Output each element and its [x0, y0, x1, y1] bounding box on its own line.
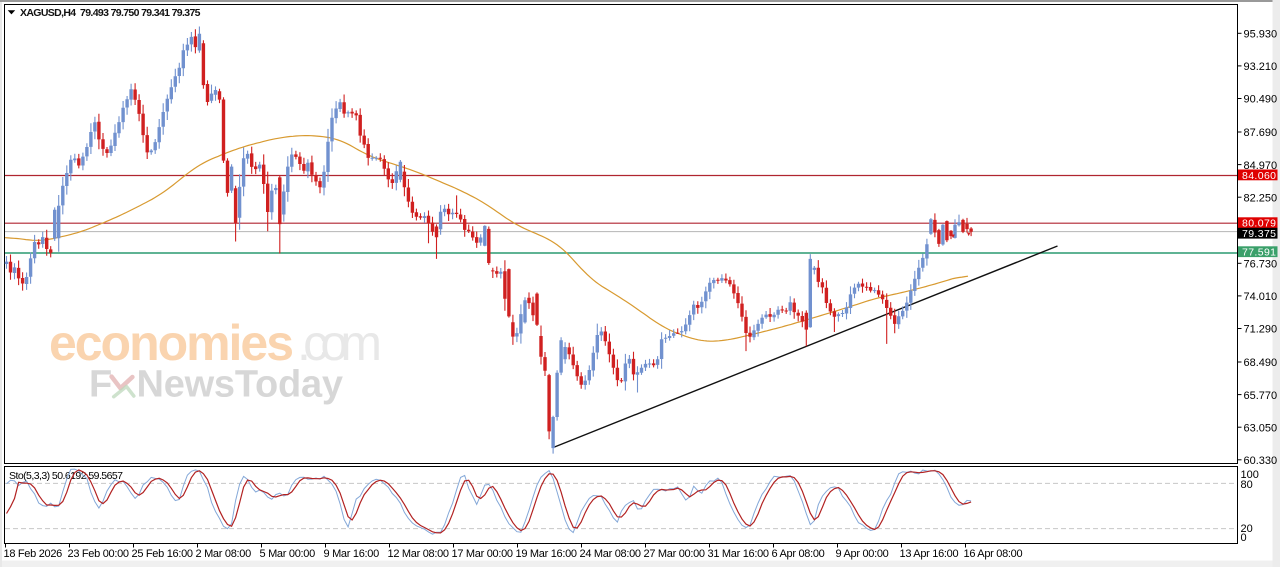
svg-text:Sto(5,3,3) 50.6192 59.5657: Sto(5,3,3) 50.6192 59.5657: [9, 470, 123, 482]
svg-text:25 Feb 16:00: 25 Feb 16:00: [132, 548, 193, 560]
svg-text:19 Mar 16:00: 19 Mar 16:00: [516, 548, 577, 560]
svg-text:82.250: 82.250: [1244, 192, 1278, 204]
svg-text:100: 100: [1241, 469, 1259, 481]
svg-text:79.375: 79.375: [1242, 228, 1276, 240]
svg-text:16 Apr 08:00: 16 Apr 08:00: [964, 548, 1023, 560]
svg-text:economies: economies: [49, 315, 294, 371]
svg-text:63.050: 63.050: [1244, 422, 1278, 434]
svg-text:2 Mar 08:00: 2 Mar 08:00: [196, 548, 252, 560]
svg-text:9 Mar 16:00: 9 Mar 16:00: [324, 548, 380, 560]
svg-text:74.010: 74.010: [1244, 291, 1278, 303]
svg-text:24 Mar 08:00: 24 Mar 08:00: [580, 548, 641, 560]
svg-text:6 Apr 08:00: 6 Apr 08:00: [772, 548, 825, 560]
svg-text:77.591: 77.591: [1242, 247, 1276, 259]
svg-text:0: 0: [1241, 532, 1247, 544]
svg-text:12 Mar 08:00: 12 Mar 08:00: [388, 548, 449, 560]
svg-text:20: 20: [1241, 523, 1253, 535]
svg-text:90.490: 90.490: [1244, 94, 1278, 106]
svg-text:XAGUSD,H4 79.493 79.750 79.34: XAGUSD,H4 79.493 79.750 79.341 79.375: [20, 7, 201, 19]
svg-text:.com: .com: [297, 315, 382, 371]
svg-text:71.290: 71.290: [1244, 324, 1278, 336]
svg-text:68.490: 68.490: [1244, 357, 1278, 369]
svg-text:93.210: 93.210: [1244, 61, 1278, 73]
svg-text:95.930: 95.930: [1244, 29, 1278, 41]
svg-text:5 Mar 00:00: 5 Mar 00:00: [260, 548, 316, 560]
svg-text:80: 80: [1241, 479, 1253, 491]
svg-text:18 Feb 2026: 18 Feb 2026: [4, 548, 63, 560]
svg-text:76.730: 76.730: [1244, 259, 1278, 271]
svg-text:80.079: 80.079: [1242, 218, 1276, 230]
svg-text:31 Mar 16:00: 31 Mar 16:00: [708, 548, 769, 560]
svg-text:87.690: 87.690: [1244, 127, 1278, 139]
svg-text:17 Mar 00:00: 17 Mar 00:00: [452, 548, 513, 560]
svg-text:84.060: 84.060: [1242, 170, 1276, 182]
svg-text:60.330: 60.330: [1244, 455, 1278, 467]
svg-text:27 Mar 00:00: 27 Mar 00:00: [644, 548, 705, 560]
svg-text:65.770: 65.770: [1244, 390, 1278, 402]
svg-text:23 Feb 00:00: 23 Feb 00:00: [68, 548, 129, 560]
svg-text:F: F: [89, 364, 112, 406]
svg-text:13 Apr 16:00: 13 Apr 16:00: [900, 548, 959, 560]
svg-text:NewsToday: NewsToday: [137, 364, 344, 406]
svg-text:84.970: 84.970: [1244, 160, 1278, 172]
svg-text:9 Apr 00:00: 9 Apr 00:00: [836, 548, 889, 560]
